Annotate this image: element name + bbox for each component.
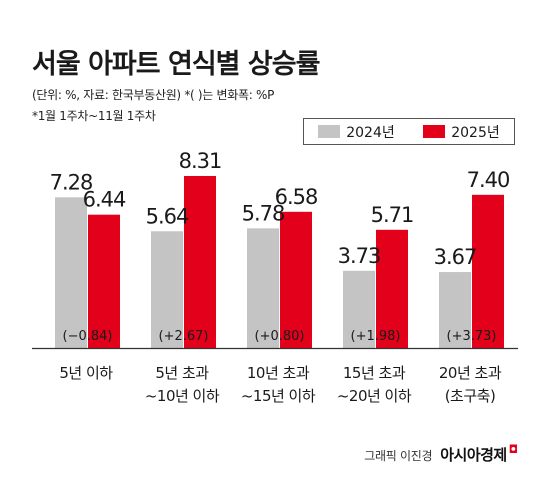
- category-label: 10년 초과: [247, 364, 310, 382]
- brand-mark-icon: ◘: [508, 443, 518, 456]
- bar-2024: [343, 270, 375, 348]
- category-label: (초구축): [445, 387, 496, 405]
- bar-2024: [55, 197, 87, 348]
- value-label-2024: 5.64: [146, 204, 189, 228]
- bar-2025: [88, 214, 120, 348]
- value-label-2025: 5.71: [371, 203, 414, 227]
- category-label: ~15년 이하: [241, 387, 316, 405]
- change-label: (+3.73): [447, 329, 497, 344]
- category-label: 15년 초과: [343, 364, 406, 382]
- legend-item-2025: 2025년: [423, 122, 500, 142]
- bar-2025: [472, 194, 504, 348]
- graphic-credit: 그래픽 이진경: [364, 449, 433, 463]
- bar-2024: [247, 228, 279, 348]
- brand-logo: 아시아경제: [440, 446, 507, 464]
- value-label-2024: 7.28: [50, 170, 93, 194]
- value-label-2025: 7.40: [467, 168, 510, 192]
- change-label: (+2.67): [159, 329, 209, 344]
- value-label-2024: 3.67: [434, 245, 477, 269]
- bar-2024: [151, 231, 183, 348]
- legend-swatch-2025: [423, 125, 446, 138]
- legend: 2024년 2025년: [303, 118, 515, 145]
- category-label: 5년 이하: [59, 364, 113, 382]
- bar-2025: [376, 229, 408, 348]
- legend-label-2025: 2025년: [451, 124, 500, 141]
- category-label: ~10년 이하: [145, 387, 220, 405]
- bar-2025: [280, 211, 312, 348]
- bar-2025: [184, 175, 216, 348]
- category-label: 20년 초과: [439, 364, 502, 382]
- value-label-2025: 6.44: [83, 188, 126, 212]
- legend-swatch-2024: [318, 125, 341, 138]
- value-label-2024: 3.73: [338, 244, 381, 268]
- bar-2024: [439, 272, 471, 348]
- period-note: *1월 1주차~11월 1주차: [32, 109, 156, 123]
- value-label-2025: 6.58: [275, 185, 318, 209]
- chart-title: 서울 아파트 연식별 상승률: [32, 49, 320, 80]
- unit-source-note: (단위: %, 자료: 한국부동산원) *( )는 변화폭: %P: [32, 88, 275, 102]
- legend-item-2024: 2024년: [318, 122, 395, 142]
- value-label-2025: 8.31: [179, 149, 222, 173]
- legend-label-2024: 2024년: [346, 124, 395, 141]
- change-label: (−0.84): [63, 329, 113, 344]
- value-label-2024: 5.78: [242, 201, 285, 225]
- change-label: (+1.98): [351, 329, 401, 344]
- change-label: (+0.80): [255, 329, 305, 344]
- category-label: 5년 초과: [155, 364, 209, 382]
- footer: 그래픽 이진경 아시아경제 ◘: [364, 443, 518, 465]
- category-label: ~20년 이하: [337, 387, 412, 405]
